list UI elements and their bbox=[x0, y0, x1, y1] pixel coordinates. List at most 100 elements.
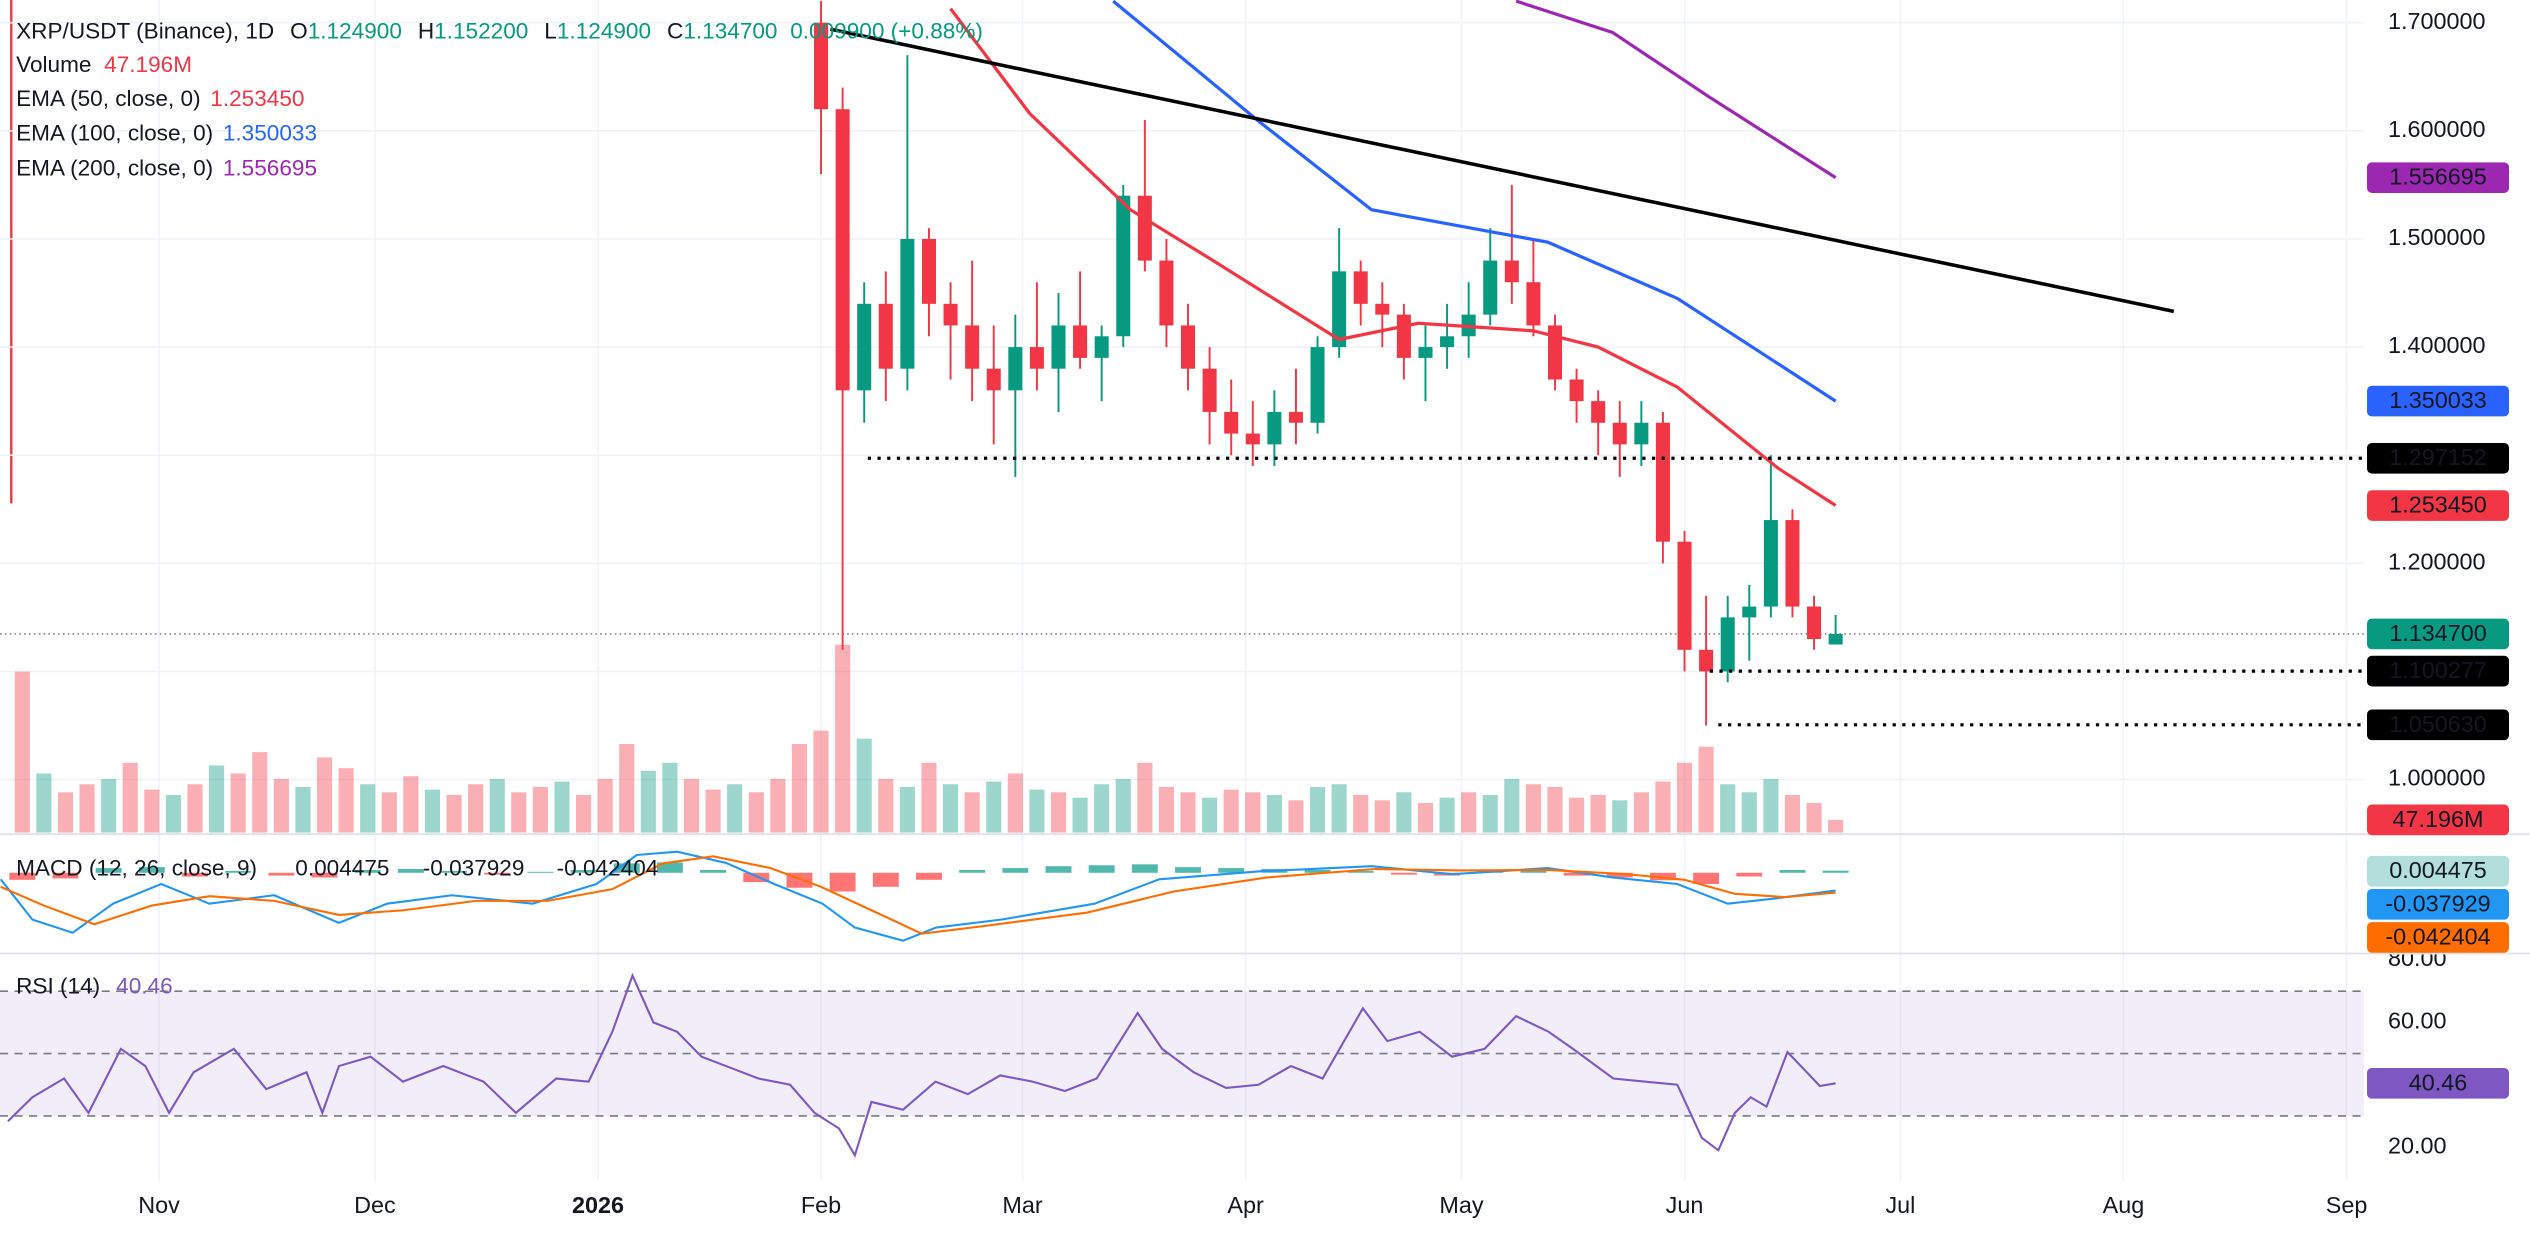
macd-hist-bar bbox=[397, 869, 424, 873]
change-value: 0.009900 (+0.88%) bbox=[790, 18, 983, 43]
ema-value: 1.556695 bbox=[223, 155, 317, 180]
ema-value: 1.350033 bbox=[223, 121, 317, 146]
volume-bar bbox=[1720, 784, 1736, 833]
volume-bar bbox=[1309, 786, 1326, 833]
candle-body bbox=[878, 303, 893, 369]
volume-bar bbox=[727, 784, 743, 833]
volume-bar bbox=[1050, 792, 1067, 833]
candle-body bbox=[1612, 422, 1627, 445]
volume-bar bbox=[1094, 784, 1110, 833]
candle-body bbox=[1785, 520, 1800, 607]
volume-legend: Volume 47.196M bbox=[16, 52, 192, 77]
ema-line bbox=[1112, 0, 1837, 403]
macd-hist-bar bbox=[656, 862, 683, 873]
macd-hist-bar bbox=[829, 872, 856, 892]
candle-body bbox=[1116, 195, 1131, 337]
candle-body bbox=[965, 325, 980, 369]
high-value: 1.152200 bbox=[434, 18, 528, 43]
volume-bar bbox=[381, 792, 397, 833]
close-price-label: 1.134700 bbox=[2389, 620, 2487, 646]
level-price-label-box bbox=[2367, 709, 2510, 741]
volume-bar bbox=[403, 776, 419, 833]
plot-layer: 1.0000001.1000001.2000001.3000001.400000… bbox=[0, 0, 2486, 1218]
macd-hist-bar bbox=[1606, 872, 1633, 878]
candle-body bbox=[1655, 422, 1670, 542]
volume-bar bbox=[144, 789, 160, 833]
volume-bar bbox=[748, 792, 764, 833]
volume-bar bbox=[964, 792, 980, 833]
macd-label: -0.042404 bbox=[2385, 923, 2490, 949]
ema-legend: EMA (50, close, 0) 1.253450 bbox=[16, 86, 304, 111]
macd-hist-bar bbox=[1347, 870, 1374, 873]
low-value: 1.124900 bbox=[557, 18, 651, 43]
volume-bar bbox=[1504, 778, 1520, 833]
volume-bar bbox=[1698, 746, 1714, 833]
volume-bar bbox=[165, 794, 181, 833]
volume-bar bbox=[1547, 786, 1563, 833]
volume-bar bbox=[878, 778, 894, 833]
volume-bar bbox=[1741, 792, 1757, 833]
volume-bar bbox=[943, 784, 959, 833]
x-tick-label: Aug bbox=[2103, 1192, 2145, 1218]
macd-hist-bar bbox=[484, 872, 511, 875]
volume-bar bbox=[1353, 794, 1369, 833]
close-price-label-box bbox=[2367, 618, 2510, 650]
macd-hist-bar bbox=[916, 872, 942, 880]
volume-bar bbox=[252, 752, 268, 833]
candle-body bbox=[814, 22, 829, 110]
rsi-label: 40.46 bbox=[2409, 1069, 2468, 1095]
volume-bar bbox=[619, 744, 635, 833]
volume-bar bbox=[705, 789, 721, 833]
candle-body bbox=[1807, 606, 1822, 639]
candle-body bbox=[1202, 368, 1217, 412]
macd-legend-value: 0.004475 bbox=[295, 856, 389, 881]
candle-body bbox=[1008, 347, 1023, 391]
macd-hist-bar bbox=[95, 868, 122, 873]
volume-bar bbox=[1396, 792, 1412, 833]
macd-hist-bar bbox=[441, 870, 468, 873]
candle-body bbox=[1742, 606, 1757, 618]
macd-hist-bar bbox=[743, 872, 770, 883]
macd-label-box bbox=[2367, 855, 2510, 887]
volume-name: Volume bbox=[16, 52, 91, 77]
ema-price-label: 1.253450 bbox=[2389, 492, 2487, 518]
volume-bar bbox=[57, 792, 74, 833]
macd-hist-bar bbox=[1563, 872, 1590, 876]
y-tick-label: 1.200000 bbox=[2388, 548, 2486, 574]
candle-body bbox=[1267, 411, 1282, 445]
volume-bar bbox=[14, 671, 30, 833]
candle-body bbox=[1288, 411, 1303, 423]
x-tick-label: 2026 bbox=[572, 1192, 624, 1218]
volume-value: 47.196M bbox=[104, 52, 192, 77]
volume-bar bbox=[532, 786, 548, 833]
x-tick-label: Nov bbox=[138, 1192, 180, 1218]
volume-bar bbox=[1374, 800, 1390, 833]
x-tick-label: Dec bbox=[354, 1192, 396, 1218]
volume-bar bbox=[662, 762, 678, 833]
volume-bar bbox=[1072, 797, 1088, 833]
volume-bar bbox=[1633, 792, 1649, 833]
volume-bar bbox=[770, 778, 786, 833]
candle-body bbox=[1677, 541, 1692, 650]
candle-body bbox=[1547, 325, 1563, 380]
ema-legend: EMA (200, close, 0) 1.556695 bbox=[16, 155, 317, 180]
macd-hist-bar bbox=[1175, 867, 1201, 873]
macd-hist-bar bbox=[1779, 869, 1806, 873]
macd-hist-bar bbox=[959, 869, 986, 873]
candle-body bbox=[1073, 325, 1088, 358]
candle-body bbox=[1634, 422, 1649, 445]
ema-price-label: 1.556695 bbox=[2389, 164, 2487, 190]
macd-hist-bar bbox=[1649, 872, 1676, 881]
macd-hist-bar bbox=[268, 872, 295, 876]
volume-bar bbox=[986, 781, 1002, 833]
volume-bar bbox=[316, 757, 333, 833]
volume-bar bbox=[468, 784, 484, 833]
macd-label-box bbox=[2367, 889, 2510, 920]
high-label: H bbox=[418, 18, 434, 43]
y-tick-label: 1.600000 bbox=[2388, 116, 2486, 142]
symbol: XRP/USDT (Binance), 1D bbox=[16, 18, 274, 43]
macd-label: -0.037929 bbox=[2385, 890, 2490, 916]
candle-body bbox=[1699, 649, 1714, 672]
candle-body bbox=[1159, 260, 1174, 326]
candle-body bbox=[1353, 271, 1368, 304]
